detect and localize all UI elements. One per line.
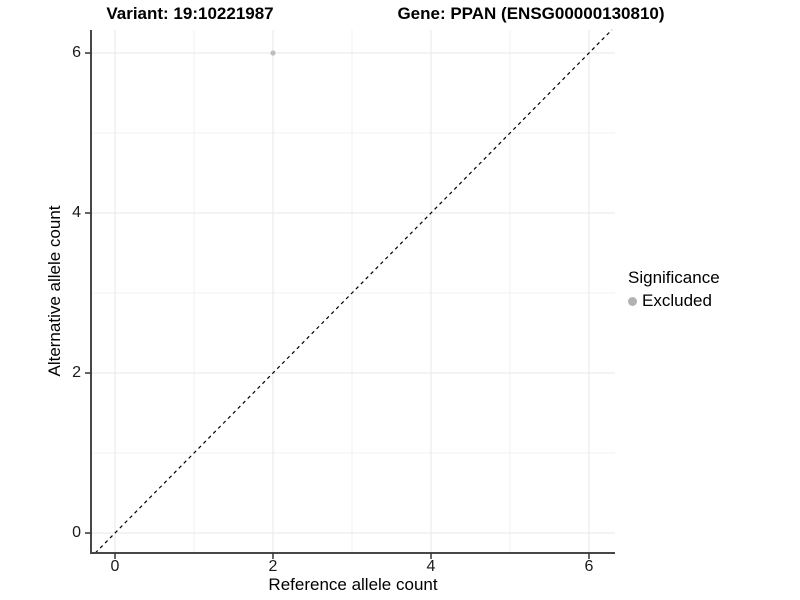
plot-title-variant: Variant: 19:10221987 xyxy=(106,4,274,23)
y-axis-title: Alternative allele count xyxy=(45,205,64,377)
identity-reference-line xyxy=(94,29,613,554)
x-tick-label-6: 6 xyxy=(584,558,594,575)
y-tick-label-4: 4 xyxy=(72,204,81,221)
y-tick-label-6: 6 xyxy=(72,44,81,61)
x-axis-title: Reference allele count xyxy=(268,575,438,594)
legend-marker-icon xyxy=(628,296,637,306)
legend: Significance Excluded xyxy=(628,268,720,311)
legend-title: Significance xyxy=(628,268,720,287)
x-tick-label-4: 4 xyxy=(426,558,436,575)
legend-item-excluded: Excluded xyxy=(628,291,720,311)
legend-item-label: Excluded xyxy=(642,291,712,310)
y-tick-label-2: 2 xyxy=(72,364,81,381)
x-tick-label-2: 2 xyxy=(268,558,278,575)
y-tick-label-0: 0 xyxy=(72,524,81,541)
plot-title-gene: Gene: PPAN (ENSG00000130810) xyxy=(397,4,665,23)
x-tick-label-0: 0 xyxy=(110,558,120,575)
data-point-excluded xyxy=(270,50,276,56)
